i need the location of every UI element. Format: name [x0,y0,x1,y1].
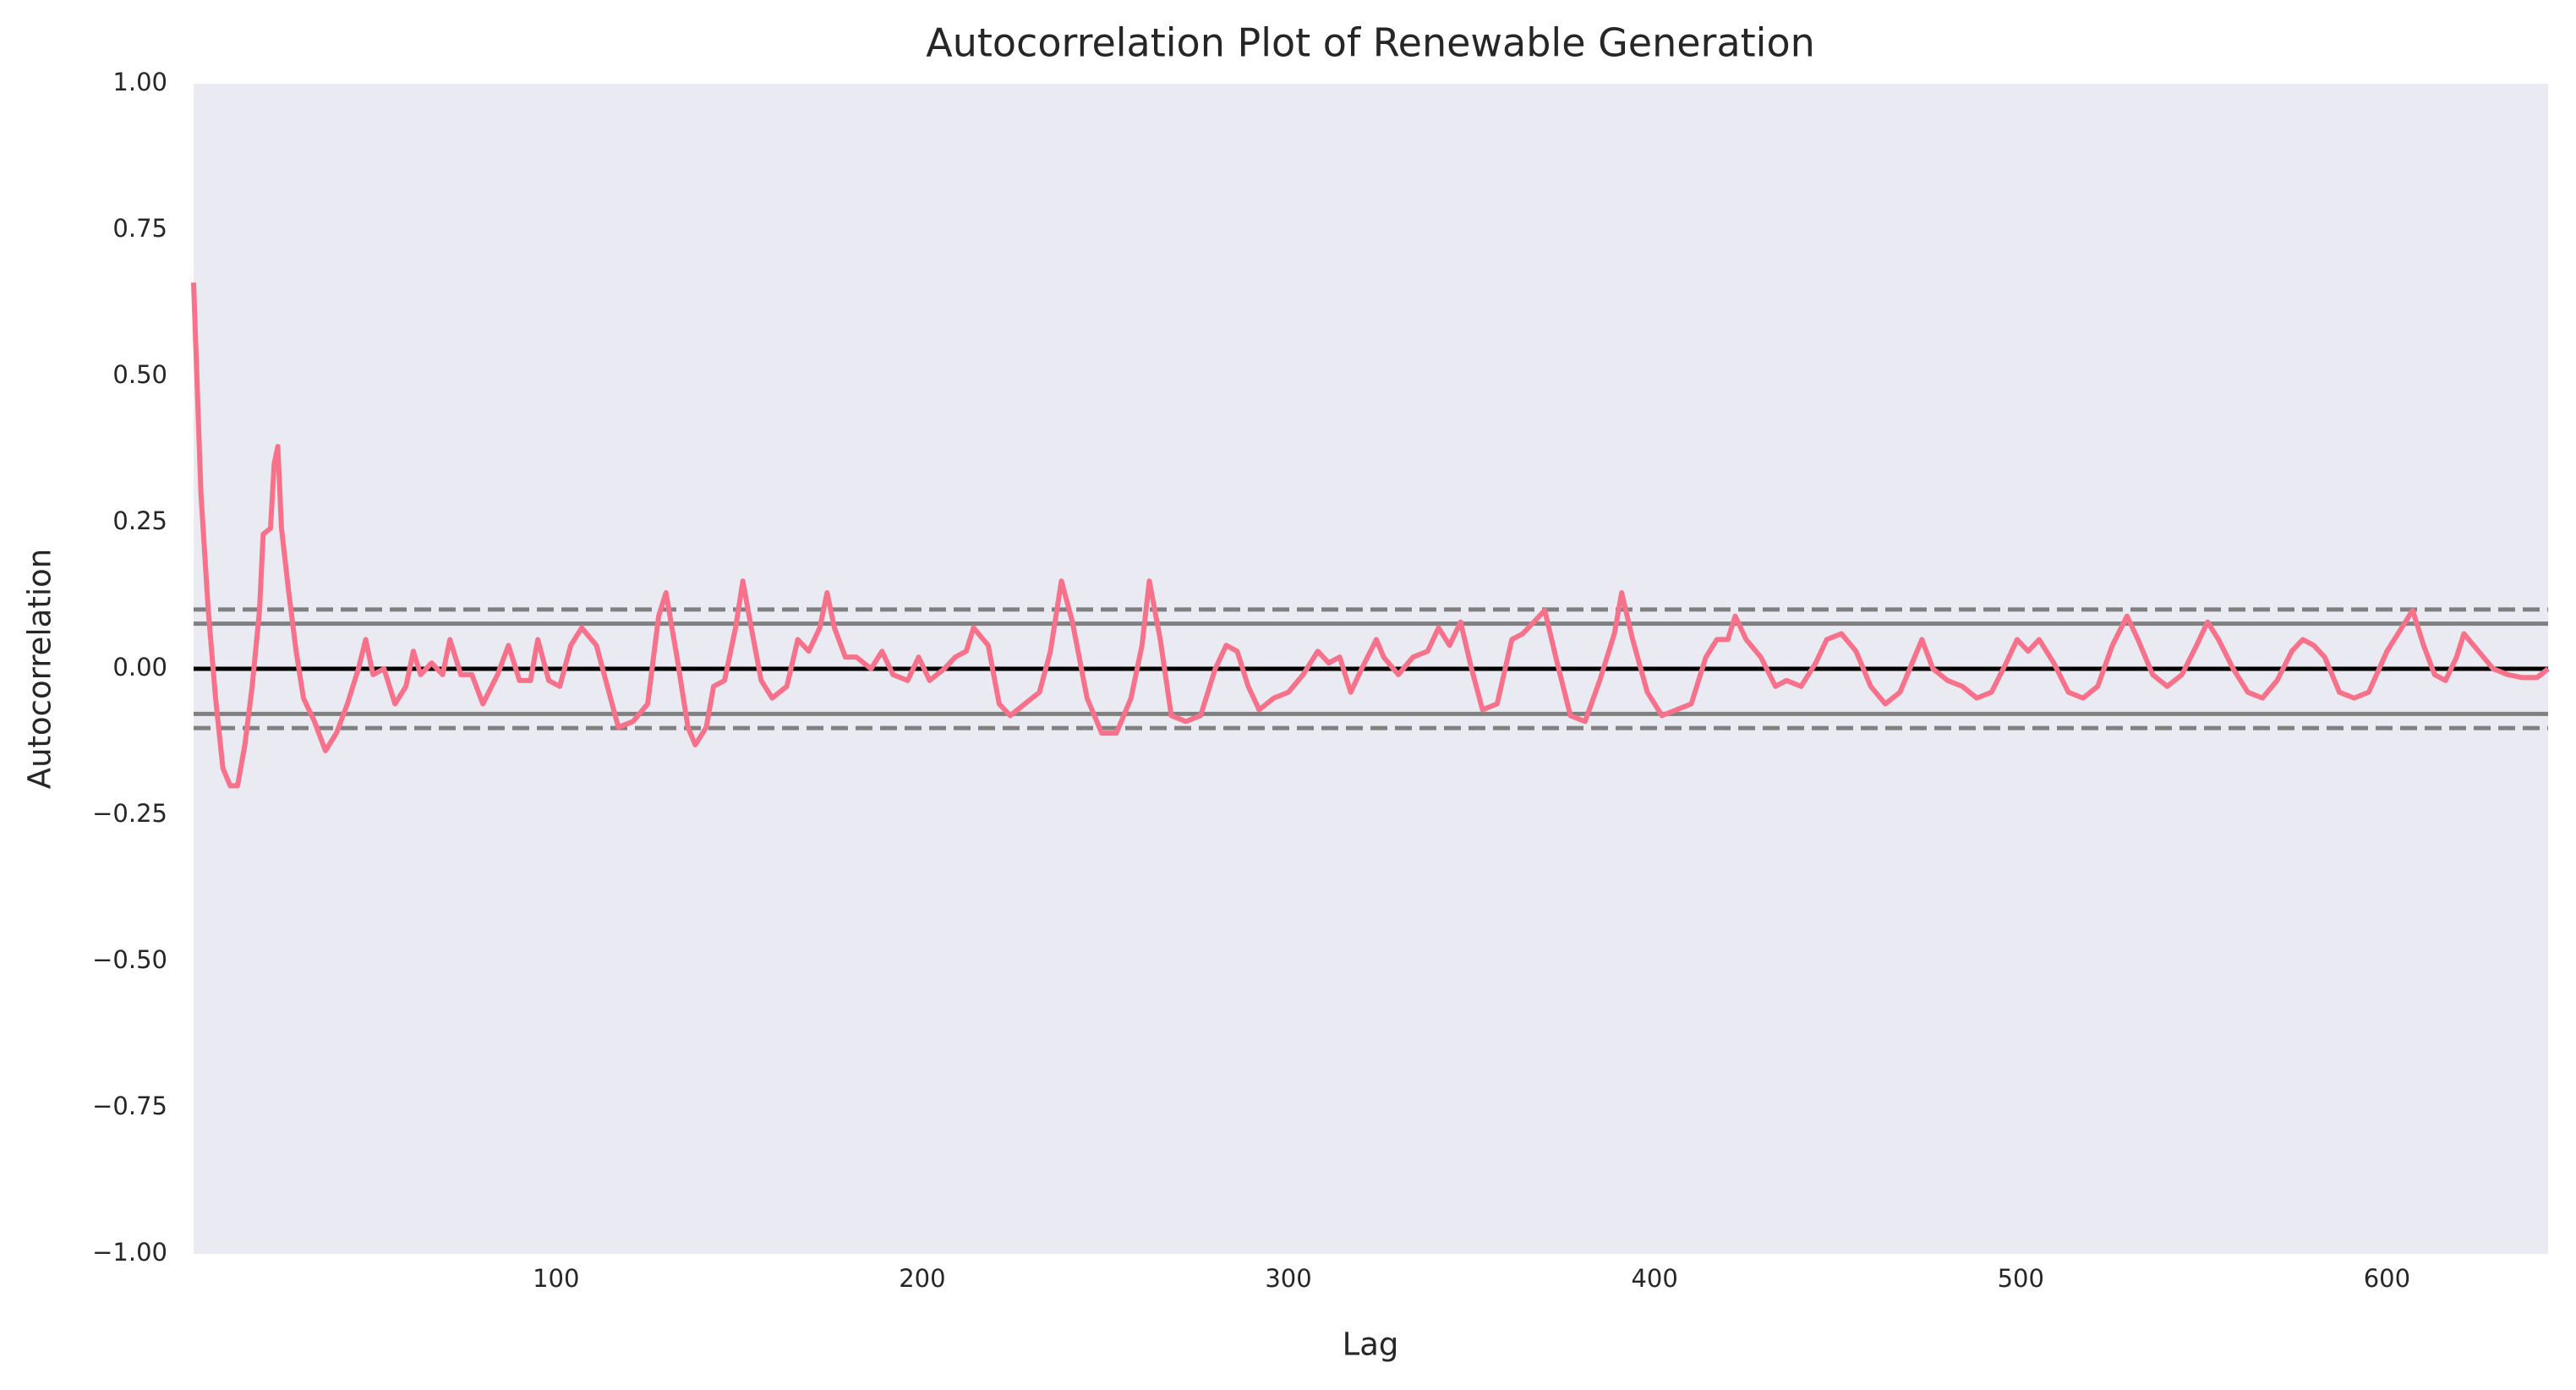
y-axis-label: Autocorrelation [22,549,58,789]
y-tick-label: −0.25 [92,799,167,828]
x-tick-label: 100 [533,1264,579,1293]
y-tick-label: 1.00 [112,68,167,96]
y-tick-label: 0.75 [112,214,167,243]
x-axis-label: Lag [1343,1327,1399,1363]
y-tick-label: 0.50 [112,360,167,389]
y-tick-label: −1.00 [92,1238,167,1267]
x-tick-label: 500 [1998,1264,2044,1293]
x-tick-label: 300 [1265,1264,1311,1293]
x-tick-label: 400 [1631,1264,1677,1293]
y-tick-label: 0.25 [112,506,167,535]
y-tick-label: 0.00 [112,653,167,681]
chart-title: Autocorrelation Plot of Renewable Genera… [926,20,1815,66]
y-tick-label: −0.50 [92,945,167,974]
x-tick-label: 200 [899,1264,945,1293]
x-tick-label: 600 [2364,1264,2410,1293]
y-tick-label: −0.75 [92,1092,167,1120]
autocorrelation-line [191,282,2550,789]
